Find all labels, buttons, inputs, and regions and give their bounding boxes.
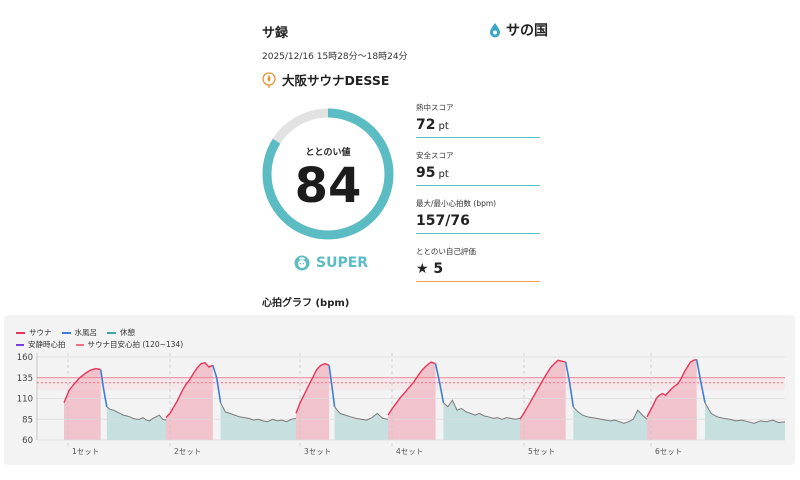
sauna-area bbox=[520, 360, 566, 440]
legend-guide: サウナ目安心拍 (120~134) bbox=[75, 339, 184, 350]
score-netchu: 熱中スコア 72 pt bbox=[416, 102, 540, 138]
score-unit: pt bbox=[438, 169, 449, 180]
legend-rest-text: 休憩 bbox=[120, 328, 135, 337]
page-title: サ録 bbox=[262, 26, 289, 41]
sauna-line bbox=[165, 362, 214, 419]
sauna-area bbox=[296, 363, 330, 440]
y-tick-label: 60 bbox=[22, 436, 33, 446]
rest-line bbox=[572, 406, 648, 424]
legend-swatch-resting bbox=[16, 343, 24, 346]
totonoi-gauge bbox=[262, 108, 394, 240]
set-label: 3セット bbox=[304, 447, 331, 456]
rest-area bbox=[573, 406, 647, 440]
sauna-line bbox=[63, 367, 101, 403]
drop-icon bbox=[490, 23, 500, 38]
water-line bbox=[212, 365, 222, 403]
legend-water: 水風呂 bbox=[61, 327, 98, 338]
legend-resting-text: 安静時心拍 bbox=[28, 340, 66, 349]
session-datetime: 2025/12/16 15時28分〜18時24分 bbox=[262, 52, 408, 62]
rest-line bbox=[220, 402, 297, 423]
flame-pin-icon bbox=[262, 71, 276, 88]
sauna-area bbox=[388, 362, 436, 440]
rest-line bbox=[334, 406, 389, 421]
water-line bbox=[328, 365, 336, 407]
score-value: 95 bbox=[416, 165, 436, 181]
legend-swatch-guide bbox=[75, 343, 84, 346]
sauna-line bbox=[519, 359, 566, 420]
score-anzen: 安全スコア 95 pt bbox=[416, 150, 540, 186]
legend-swatch-rest bbox=[107, 331, 116, 334]
sauna-area bbox=[647, 359, 697, 440]
score-divider bbox=[416, 137, 540, 138]
score-value-row: ★ 5 bbox=[416, 261, 540, 278]
app-logo: サの国 bbox=[488, 20, 548, 40]
facility-label: 大阪サウナDESSE bbox=[282, 73, 390, 88]
heart-rate-chart: サウナ 水風呂 休憩 安静時心拍 サウナ目安心拍 (120~134) 160 13… bbox=[4, 315, 795, 465]
y-tick-label: 160 bbox=[17, 353, 33, 363]
rest-area bbox=[220, 402, 296, 440]
set-label: 6セット bbox=[655, 447, 682, 456]
rest-area bbox=[334, 406, 388, 440]
rest-line bbox=[704, 402, 786, 424]
sauna-area bbox=[166, 362, 213, 440]
score-divider bbox=[416, 185, 540, 186]
score-value: ★ 5 bbox=[416, 261, 444, 277]
score-value-row: 72 pt bbox=[416, 117, 540, 134]
set-label: 5セット bbox=[528, 447, 555, 456]
rank-label: SUPER bbox=[316, 255, 369, 271]
sauna-line bbox=[295, 362, 330, 414]
rest-line bbox=[106, 406, 167, 422]
sauna-area bbox=[64, 368, 101, 440]
totonoi-label: ととのい値 bbox=[305, 148, 351, 158]
legend-rest: 休憩 bbox=[107, 327, 135, 338]
score-label: 安全スコア bbox=[416, 151, 454, 160]
legend-swatch-sauna bbox=[16, 331, 25, 334]
score-value-row: 95 pt bbox=[416, 165, 540, 182]
sauna-line bbox=[387, 361, 436, 416]
score-label: 熱中スコア bbox=[416, 103, 454, 112]
water-line bbox=[99, 369, 108, 407]
sauna-line bbox=[646, 358, 697, 418]
guide-band bbox=[37, 377, 785, 391]
water-line bbox=[564, 361, 575, 407]
set-label: 1セット bbox=[72, 447, 99, 456]
score-divider bbox=[416, 233, 540, 234]
facility-name[interactable]: 大阪サウナDESSE bbox=[262, 70, 389, 89]
y-tick-label: 85 bbox=[22, 415, 33, 425]
score-self-rating: ととのい自己評価 ★ 5 bbox=[416, 246, 540, 282]
graph-title: 心拍グラフ (bpm) bbox=[262, 298, 350, 309]
set-label: 4セット bbox=[396, 447, 423, 456]
legend-guide-text: サウナ目安心拍 (120~134) bbox=[87, 340, 184, 349]
legend-row-1: サウナ 水風呂 休憩 bbox=[16, 327, 135, 338]
score-label: 最大/最小心拍数 (bpm) bbox=[416, 199, 497, 208]
legend-swatch-water bbox=[61, 331, 71, 334]
rest-line bbox=[443, 399, 521, 420]
logo-text: サの国 bbox=[506, 23, 548, 39]
legend-resting: 安静時心拍 bbox=[16, 339, 66, 350]
score-heart-rate: 最大/最小心拍数 (bpm) 157/76 bbox=[416, 198, 540, 234]
totonoi-value: 84 bbox=[294, 158, 362, 214]
legend-sauna: サウナ bbox=[16, 327, 52, 338]
legend-row-2: 安静時心拍 サウナ目安心拍 (120~134) bbox=[16, 339, 183, 350]
water-line bbox=[434, 363, 445, 403]
score-label: ととのい自己評価 bbox=[416, 247, 476, 256]
water-line bbox=[695, 359, 706, 403]
legend-sauna-text: サウナ bbox=[29, 328, 52, 337]
rest-area bbox=[106, 406, 166, 440]
sauna-face-icon bbox=[294, 255, 310, 271]
chart-plot: 160 135 110 85 60 1セット 2セット 3セット 4セット 5セット 6セット bbox=[17, 353, 786, 456]
score-value-row: 157/76 bbox=[416, 213, 540, 230]
legend-water-text: 水風呂 bbox=[74, 328, 98, 337]
y-tick-label: 135 bbox=[17, 374, 33, 384]
score-value: 72 bbox=[416, 117, 436, 133]
set-label: 2セット bbox=[174, 447, 201, 456]
score-unit: pt bbox=[438, 121, 449, 132]
rest-area bbox=[443, 400, 520, 440]
gauge-progress-arc bbox=[262, 108, 394, 240]
score-divider bbox=[416, 281, 540, 282]
y-tick-label: 110 bbox=[17, 395, 33, 405]
rank-badge: SUPER bbox=[294, 255, 368, 271]
score-value: 157/76 bbox=[416, 213, 470, 229]
